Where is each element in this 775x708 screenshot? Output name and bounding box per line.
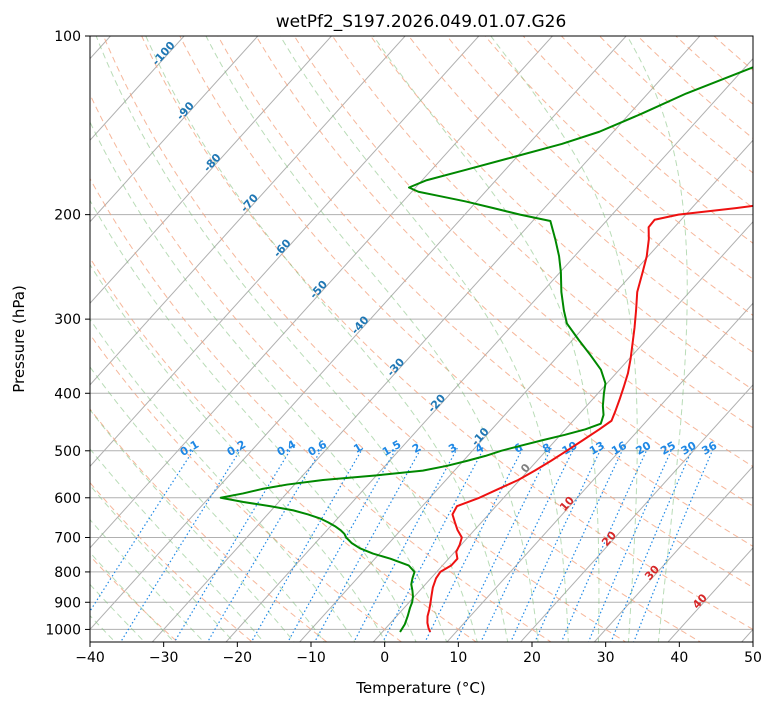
isotherm-line	[90, 36, 627, 631]
y-tick-label: 100	[54, 29, 81, 45]
chart-title: wetPf2_S197.2026.049.01.07.G26	[276, 12, 567, 32]
x-tick-label: 50	[744, 650, 762, 666]
moist-adiabat-line	[90, 448, 265, 642]
isotherm-line	[519, 384, 753, 642]
isotherm-line	[151, 36, 701, 642]
y-tick-label: 700	[54, 531, 81, 547]
moist-adiabat-line	[90, 318, 356, 642]
moist-adiabat-line	[90, 409, 295, 642]
isotherm-line	[90, 36, 259, 223]
x-tick-label: −30	[149, 650, 179, 666]
mixing-ratio-line	[382, 447, 485, 642]
x-tick-label: −20	[223, 650, 253, 666]
isotherm-line	[90, 36, 480, 468]
isotherm-line	[446, 302, 753, 642]
mixing-ratio-line	[534, 447, 624, 642]
mixing-ratio-line	[287, 447, 397, 642]
dry-adiabat-line	[331, 36, 753, 429]
moist-adiabat-line	[626, 36, 688, 642]
x-tick-label: 0	[380, 650, 389, 666]
moist-adiabat-line	[90, 366, 326, 642]
dry-adiabat-line	[90, 257, 478, 642]
isotherm-line	[90, 36, 333, 305]
x-tick-label: −40	[75, 650, 105, 666]
dry-adiabat-line	[102, 36, 702, 642]
x-tick-label: −10	[296, 650, 326, 666]
dry-adiabat-line	[522, 36, 753, 244]
mixing-ratio-line	[610, 447, 694, 642]
plot-frame	[89, 35, 754, 643]
dry-adiabat-line	[141, 36, 753, 630]
moist-adiabat-line	[95, 36, 478, 642]
profile-series-line	[426, 204, 753, 633]
y-tick-label: 900	[54, 595, 81, 611]
x-tick-label: 10	[449, 650, 467, 666]
mixing-ratio-line	[560, 447, 649, 642]
dry-adiabat-line	[90, 93, 627, 642]
y-tick-label: 500	[54, 444, 81, 460]
mixing-ratio-line	[119, 447, 242, 642]
profile-series-line	[219, 66, 753, 633]
y-tick-label: 1000	[45, 622, 81, 638]
y-tick-label: 400	[54, 386, 81, 402]
mixing-ratio-line	[314, 447, 422, 642]
moist-adiabat-line	[205, 36, 539, 642]
dry-adiabat-line	[90, 333, 403, 642]
axis-ticks: −40 −30 −20 −10 0 10 20 30 40 50 100 200 300 400 500 60…	[45, 29, 762, 666]
dry-adiabat-line	[255, 36, 753, 507]
x-tick-label: 40	[670, 650, 688, 666]
isotherm-line	[225, 57, 753, 642]
profile-lines	[219, 66, 753, 633]
y-tick-label: 200	[54, 208, 81, 224]
dry-adiabat-line	[179, 36, 753, 589]
mixing-ratio-line	[353, 447, 458, 642]
moist-adiabat-line	[145, 36, 509, 642]
x-axis-label: Temperature (°C)	[355, 679, 485, 697]
dry-adiabat-line	[446, 36, 753, 317]
x-tick-label: 30	[597, 650, 615, 666]
y-tick-label: 600	[54, 491, 81, 507]
moist-adiabat-line	[90, 120, 448, 642]
moist-adiabat-line	[90, 551, 175, 642]
isotherm-line	[90, 36, 185, 141]
mixing-ratio-line	[510, 447, 602, 642]
moist-adiabat-line	[372, 36, 600, 642]
isotherm-line	[593, 465, 753, 642]
y-axis-label: Pressure (hPa)	[10, 285, 28, 393]
dry-adiabat-line	[560, 36, 753, 209]
x-tick-label: 20	[523, 650, 541, 666]
moist-adiabat-line	[90, 263, 387, 642]
dry-adiabat-line	[408, 36, 753, 353]
moist-adiabat-line	[279, 36, 569, 642]
y-tick-label: 800	[54, 565, 81, 581]
moist-adiabat-line	[90, 199, 417, 642]
moist-adiabat-line	[90, 484, 235, 642]
isotherm-line	[90, 36, 554, 549]
mixing-ratio-line	[633, 447, 714, 642]
mixing-ratio-line	[173, 447, 292, 642]
isotherm-line	[90, 36, 406, 386]
dry-adiabat-line	[484, 36, 753, 280]
isotherm-line	[298, 139, 753, 642]
y-tick-label: 300	[54, 312, 81, 328]
moist-adiabat-line	[90, 583, 146, 642]
moist-adiabat-line	[490, 36, 638, 642]
mixing-ratio-line	[587, 447, 673, 642]
dry-adiabat-line	[370, 36, 753, 391]
